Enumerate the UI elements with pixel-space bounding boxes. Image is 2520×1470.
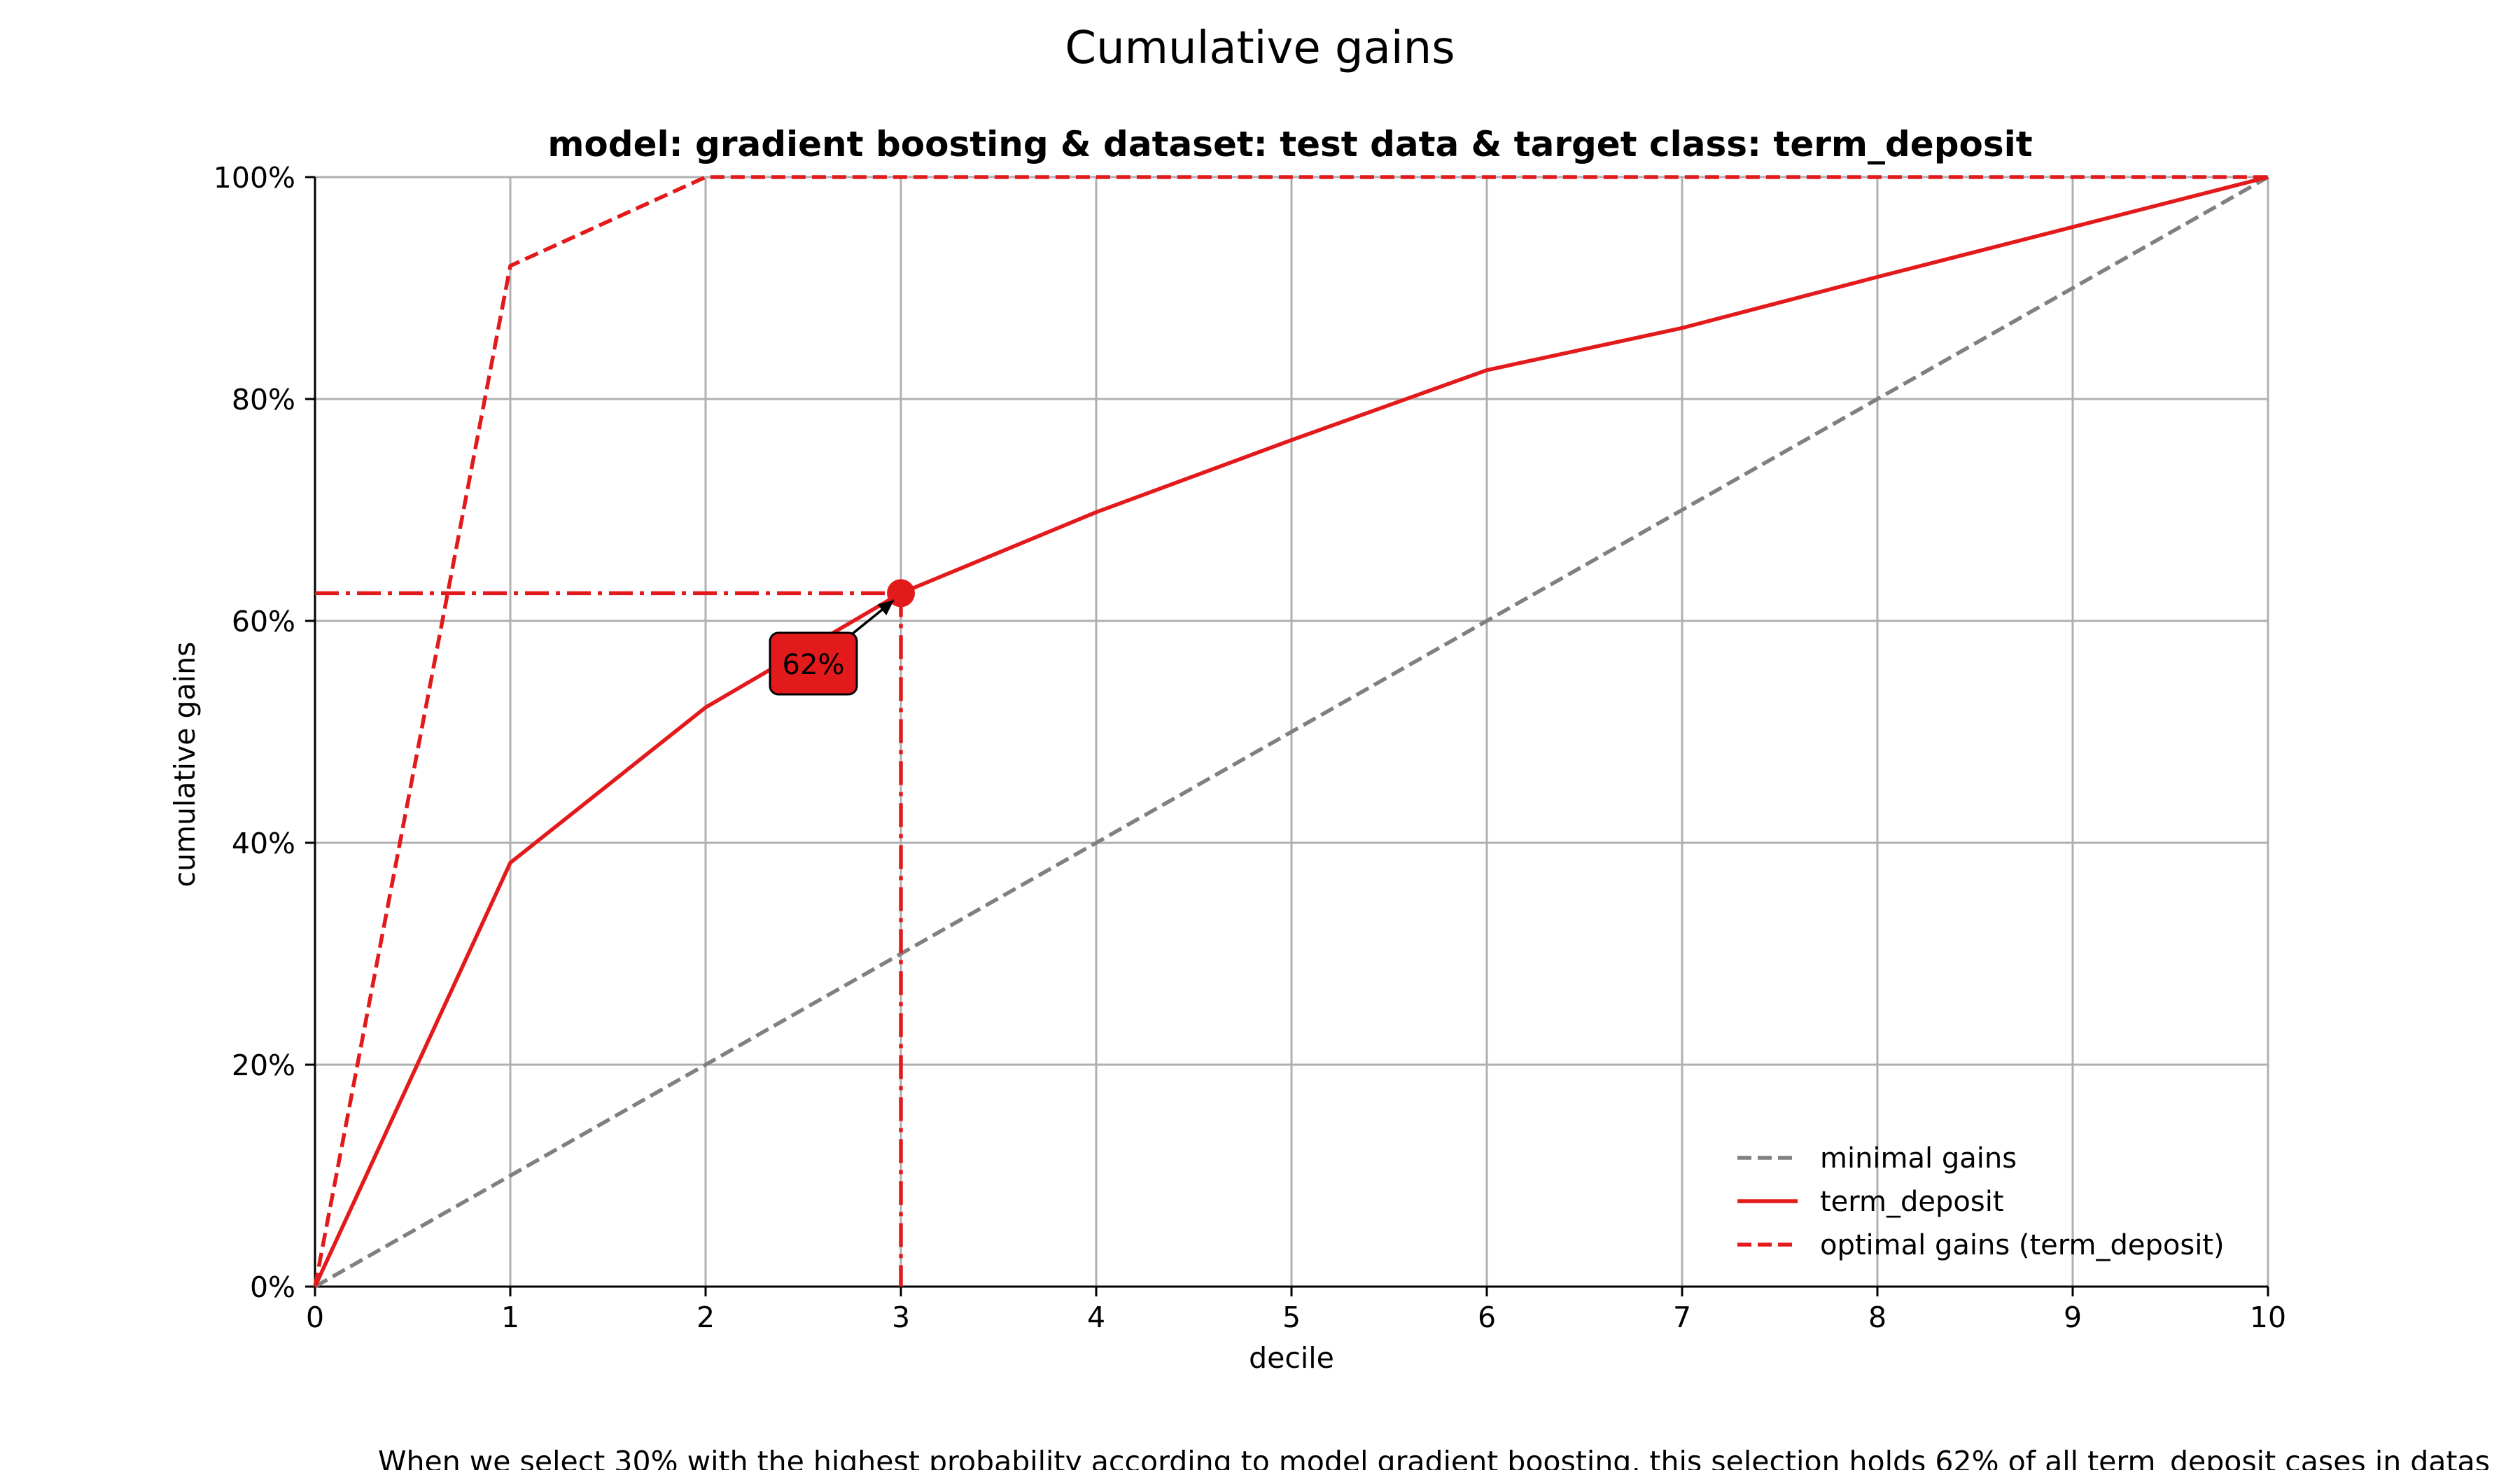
- x-tick-label: 5: [1282, 1301, 1301, 1334]
- x-tick-label: 7: [1673, 1301, 1691, 1334]
- x-tick-label: 3: [892, 1301, 910, 1334]
- footnote-text: When we select 30% with the highest prob…: [378, 1445, 2490, 1470]
- series-line: [313, 175, 2268, 1287]
- x-tick-label: 1: [501, 1301, 519, 1334]
- y-tick-label: 0%: [250, 1270, 295, 1304]
- annotation-box: [769, 631, 858, 696]
- legend-label: minimal gains: [1820, 1142, 2017, 1175]
- series-line: [313, 175, 2269, 1288]
- x-axis-label: decile: [1249, 1341, 1334, 1375]
- chart-title: Cumulative gains: [1065, 22, 1455, 74]
- y-axis-label: cumulative gains: [168, 642, 202, 888]
- legend-label: optimal gains (term_deposit): [1820, 1229, 2225, 1261]
- x-tick-label: 9: [2064, 1301, 2082, 1334]
- y-tick-label: 40%: [232, 827, 295, 860]
- x-tick-label: 8: [1868, 1301, 1886, 1334]
- series-lines: [313, 175, 2269, 1289]
- x-tick-label: 6: [1478, 1301, 1496, 1334]
- tick-labels: 0 1 2 3 4 5 6 7 8 9 100%20%40%60%80%100%: [214, 161, 2286, 1334]
- legend-label: term_deposit: [1820, 1186, 2004, 1218]
- x-tick-label: 0: [306, 1301, 324, 1334]
- x-tick-label: 10: [2250, 1301, 2286, 1334]
- y-tick-label: 100%: [214, 161, 295, 195]
- y-tick-label: 20%: [232, 1049, 295, 1082]
- x-tick-label: 2: [696, 1301, 715, 1334]
- chart-subtitle: model: gradient boosting & dataset: test…: [547, 124, 2032, 164]
- highlight-annotation: 62%: [315, 579, 915, 1287]
- annotation-arrowhead: [877, 600, 894, 615]
- series-line: [314, 175, 2269, 1289]
- annotation-label: 62%: [783, 649, 845, 681]
- x-tick-label: 4: [1087, 1301, 1105, 1334]
- y-tick-label: 60%: [232, 605, 295, 638]
- y-tick-label: 80%: [232, 383, 295, 416]
